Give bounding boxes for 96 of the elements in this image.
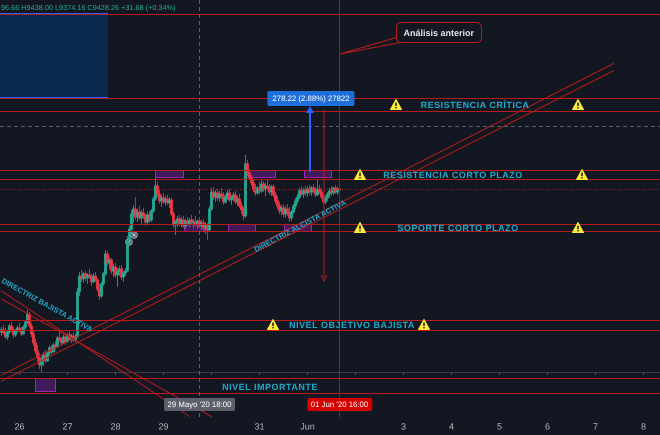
x-tick-label: 8 bbox=[640, 422, 646, 432]
candlestick bbox=[14, 328, 17, 338]
candlestick bbox=[168, 196, 171, 208]
candlestick bbox=[222, 192, 225, 206]
candlestick bbox=[166, 194, 169, 206]
candlestick bbox=[254, 184, 257, 196]
candlestick bbox=[336, 186, 339, 196]
candlestick bbox=[326, 192, 329, 202]
candlestick bbox=[106, 250, 109, 266]
candlestick bbox=[280, 204, 283, 216]
candlestick bbox=[284, 206, 287, 218]
candlestick bbox=[266, 179, 269, 192]
ref-line-label: SOPORTE CORTO PLAZO bbox=[397, 223, 519, 234]
x-tick-label: 7 bbox=[592, 422, 598, 432]
candlestick bbox=[116, 268, 119, 288]
candlestick bbox=[282, 204, 285, 218]
candlestick bbox=[216, 188, 219, 202]
x-tick-label: Jun bbox=[300, 422, 315, 432]
candlestick bbox=[58, 332, 61, 342]
x-tick-label: 4 bbox=[448, 422, 454, 432]
candlestick bbox=[4, 327, 7, 340]
x-tick-label: 27 bbox=[62, 422, 73, 432]
candlestick bbox=[312, 184, 315, 194]
candlestick bbox=[148, 210, 151, 224]
candlestick bbox=[288, 206, 291, 222]
candlestick bbox=[214, 189, 217, 202]
candlestick bbox=[330, 186, 333, 196]
candlestick bbox=[112, 263, 115, 278]
candlestick bbox=[232, 192, 235, 202]
candlestick bbox=[120, 264, 123, 280]
candlestick bbox=[246, 160, 249, 176]
candlestick bbox=[110, 258, 113, 274]
candlestick bbox=[268, 184, 271, 196]
candlestick bbox=[90, 273, 93, 286]
candlestick bbox=[160, 194, 163, 208]
candlestick bbox=[260, 179, 263, 194]
annotation: Análisis anterior bbox=[396, 22, 482, 44]
candlestick bbox=[212, 186, 215, 200]
candlestick bbox=[138, 206, 141, 220]
candlestick bbox=[228, 188, 231, 202]
candlestick bbox=[230, 194, 233, 206]
candlestick bbox=[308, 184, 311, 196]
candlestick bbox=[82, 271, 85, 284]
candlestick bbox=[84, 270, 87, 282]
x-tick-label: 29 bbox=[158, 422, 169, 432]
candlestick bbox=[180, 216, 183, 228]
candlestick bbox=[122, 270, 125, 282]
candlestick bbox=[162, 192, 165, 204]
candlestick bbox=[108, 256, 111, 270]
candlestick bbox=[56, 335, 59, 348]
candlestick bbox=[252, 179, 255, 192]
candlestick bbox=[236, 196, 239, 206]
candlestick bbox=[306, 186, 309, 198]
candlestick bbox=[140, 209, 143, 224]
candlestick bbox=[190, 214, 193, 226]
x-tick-label: 5 bbox=[496, 422, 502, 432]
ref-line-label: RESISTENCIA CRÍTICA bbox=[420, 100, 530, 110]
candlestick bbox=[204, 222, 207, 234]
candlestick bbox=[258, 181, 261, 194]
candlestick bbox=[302, 188, 305, 198]
candlestick bbox=[334, 184, 337, 194]
candlestick bbox=[300, 186, 303, 196]
candlestick bbox=[310, 186, 313, 196]
candlestick bbox=[262, 180, 265, 192]
candlestick bbox=[264, 182, 267, 196]
candlestick bbox=[304, 186, 307, 196]
x-tick-label: 26 bbox=[14, 422, 25, 432]
candlestick bbox=[256, 186, 259, 196]
candlestick bbox=[164, 196, 167, 206]
candlestick bbox=[224, 194, 227, 204]
candlestick bbox=[218, 190, 221, 202]
candlestick bbox=[314, 186, 317, 198]
candlestick bbox=[178, 214, 181, 226]
candlestick bbox=[114, 262, 117, 278]
candlestick bbox=[80, 270, 83, 282]
x-tick-label: 31 bbox=[254, 422, 265, 432]
x-tick-label: 28 bbox=[110, 422, 121, 432]
candlestick bbox=[136, 208, 139, 222]
candlestick bbox=[92, 272, 95, 284]
ref-line-label: NIVEL IMPORTANTE bbox=[222, 382, 318, 392]
candlestick bbox=[86, 272, 89, 284]
candlestick bbox=[316, 179, 319, 196]
candlestick bbox=[328, 188, 331, 198]
candlestick bbox=[188, 217, 191, 228]
candlestick bbox=[134, 196, 137, 220]
candlestick bbox=[186, 216, 189, 226]
candlestick bbox=[206, 222, 209, 240]
candlestick bbox=[20, 326, 23, 336]
candlestick bbox=[226, 189, 229, 200]
candlestick bbox=[192, 218, 195, 228]
candlestick bbox=[146, 212, 149, 224]
x-tick-label: 6 bbox=[544, 422, 550, 432]
candlestick bbox=[244, 154, 247, 218]
candlestick bbox=[234, 190, 237, 204]
x-tick-label: 3 bbox=[400, 422, 406, 432]
candlestick bbox=[54, 340, 57, 350]
